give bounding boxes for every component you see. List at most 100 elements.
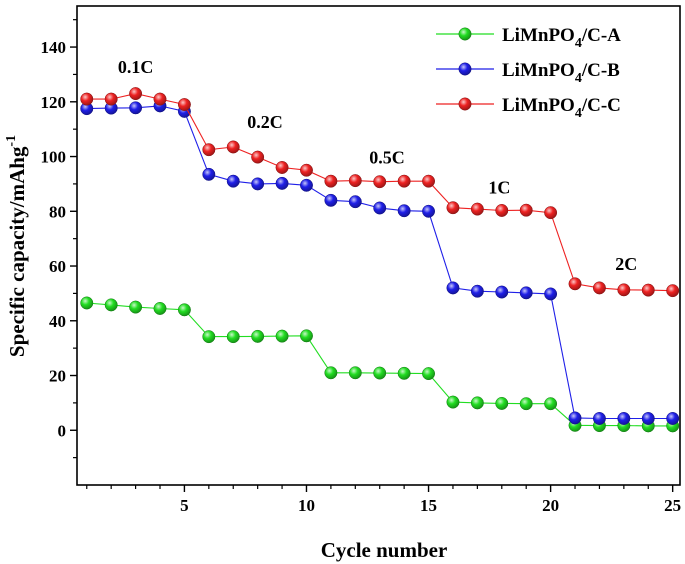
data-point-limnpo4-c-b [422,204,435,218]
legend-marker [458,27,472,41]
data-point-limnpo4-c-c [592,281,606,295]
data-point-limnpo4-c-b [495,285,509,299]
data-point-limnpo4-c-c [373,175,387,189]
data-point-limnpo4-c-a [470,396,484,410]
data-point-limnpo4-c-c [226,140,240,154]
data-point-limnpo4-c-a [129,300,143,314]
y-tick-label: 0 [58,421,67,440]
data-point-limnpo4-c-c [495,204,509,217]
data-point-limnpo4-c-b [300,178,313,192]
data-point-limnpo4-c-b [129,101,143,115]
y-tick-label: 140 [41,38,67,57]
data-point-limnpo4-c-b [324,193,338,207]
data-point-limnpo4-c-a [275,329,289,343]
y-tick-label: 40 [49,312,66,331]
legend-label: LiMnPO4/C-B [502,60,620,86]
x-tick-label: 10 [298,496,315,515]
data-point-limnpo4-c-a [80,296,94,310]
legend-label: LiMnPO4/C-A [502,25,621,51]
data-point-limnpo4-c-c [666,284,680,298]
x-axis-title: Cycle number [321,538,448,562]
y-tick-label: 100 [41,148,67,167]
data-point-limnpo4-c-b [397,204,411,218]
data-point-limnpo4-c-a [519,397,533,411]
data-point-limnpo4-c-c [202,143,216,157]
data-point-limnpo4-c-a [202,330,216,344]
y-tick-label: 20 [49,367,66,386]
x-tick-label: 5 [180,496,189,515]
data-point-limnpo4-c-a [324,366,338,380]
data-point-limnpo4-c-a [495,396,509,410]
data-point-limnpo4-c-a [348,366,362,380]
data-point-limnpo4-c-c [177,98,191,111]
data-point-limnpo4-c-b [641,412,655,425]
data-point-limnpo4-c-b [592,412,606,425]
data-point-limnpo4-c-c [544,206,558,220]
data-point-limnpo4-c-c [617,283,631,297]
data-point-limnpo4-c-a [153,302,167,315]
data-point-limnpo4-c-c [300,163,313,177]
data-point-limnpo4-c-a [226,330,240,344]
x-tick-label: 20 [542,496,559,515]
data-point-limnpo4-c-b [373,201,387,215]
data-point-limnpo4-c-b [275,176,289,190]
data-point-limnpo4-c-a [397,366,411,380]
data-point-limnpo4-c-a [422,367,435,381]
axes-layer: 5 10 15 20 25 0 20 40 60 80 100 120 140 [41,19,681,515]
data-point-limnpo4-c-c [251,150,265,164]
data-point-limnpo4-c-c [275,161,289,174]
data-point-limnpo4-c-a [300,329,313,343]
data-point-limnpo4-c-c [641,283,655,297]
data-point-limnpo4-c-c [104,92,118,106]
data-point-limnpo4-c-b [202,167,216,181]
data-point-limnpo4-c-a [104,298,118,312]
data-point-limnpo4-c-b [251,177,265,191]
data-point-limnpo4-c-c [153,92,167,106]
y-tick-label: 80 [49,202,66,221]
rate-label: 1C [488,177,510,197]
data-point-limnpo4-c-b [617,412,631,425]
x-tick-label: 25 [664,496,681,515]
series-line-limnpo4-c-c [86,93,673,292]
data-point-limnpo4-c-b [666,412,680,425]
data-point-limnpo4-c-b [226,174,240,188]
y-tick-label: 120 [41,93,67,112]
data-point-limnpo4-c-b [470,284,484,298]
data-point-limnpo4-c-a [373,366,387,380]
annotation-layer: 0.1C 0.2C 0.5C 1C 2C [118,57,637,274]
data-point-limnpo4-c-a [251,329,265,343]
legend: LiMnPO4/C-A LiMnPO4/C-B LiMnPO4/C-C [436,25,621,121]
rate-label: 0.5C [369,147,405,167]
data-point-limnpo4-c-a [177,303,191,317]
plot-layer [80,87,680,433]
plot-frame [76,5,681,486]
data-point-limnpo4-c-c [324,174,338,188]
data-point-limnpo4-c-c [568,277,582,291]
data-point-limnpo4-c-c [129,87,143,101]
rate-label: 2C [615,254,637,274]
y-tick-label: 60 [49,257,66,276]
data-point-limnpo4-c-b [519,286,533,300]
data-point-limnpo4-c-a [544,397,558,411]
data-point-limnpo4-c-a [446,395,460,409]
data-point-limnpo4-c-c [397,174,411,188]
data-point-limnpo4-c-b [544,287,558,301]
data-point-limnpo4-c-b [568,411,582,425]
data-point-limnpo4-c-c [470,202,484,216]
legend-marker [458,62,472,76]
y-axis-title: Specific capacity/mAhg-1 [4,135,29,357]
data-point-limnpo4-c-c [348,174,362,188]
rate-label: 0.2C [247,112,283,132]
data-point-limnpo4-c-c [80,92,94,106]
rate-label: 0.1C [118,57,154,77]
data-point-limnpo4-c-b [446,281,460,295]
series-line-limnpo4-c-a [86,302,673,427]
x-tick-label: 15 [420,496,437,515]
data-point-limnpo4-c-b [348,195,362,209]
data-point-limnpo4-c-c [422,174,435,188]
data-point-limnpo4-c-c [519,203,533,217]
legend-label: LiMnPO4/C-C [502,95,621,121]
data-point-limnpo4-c-c [446,201,460,215]
legend-marker [458,97,472,111]
